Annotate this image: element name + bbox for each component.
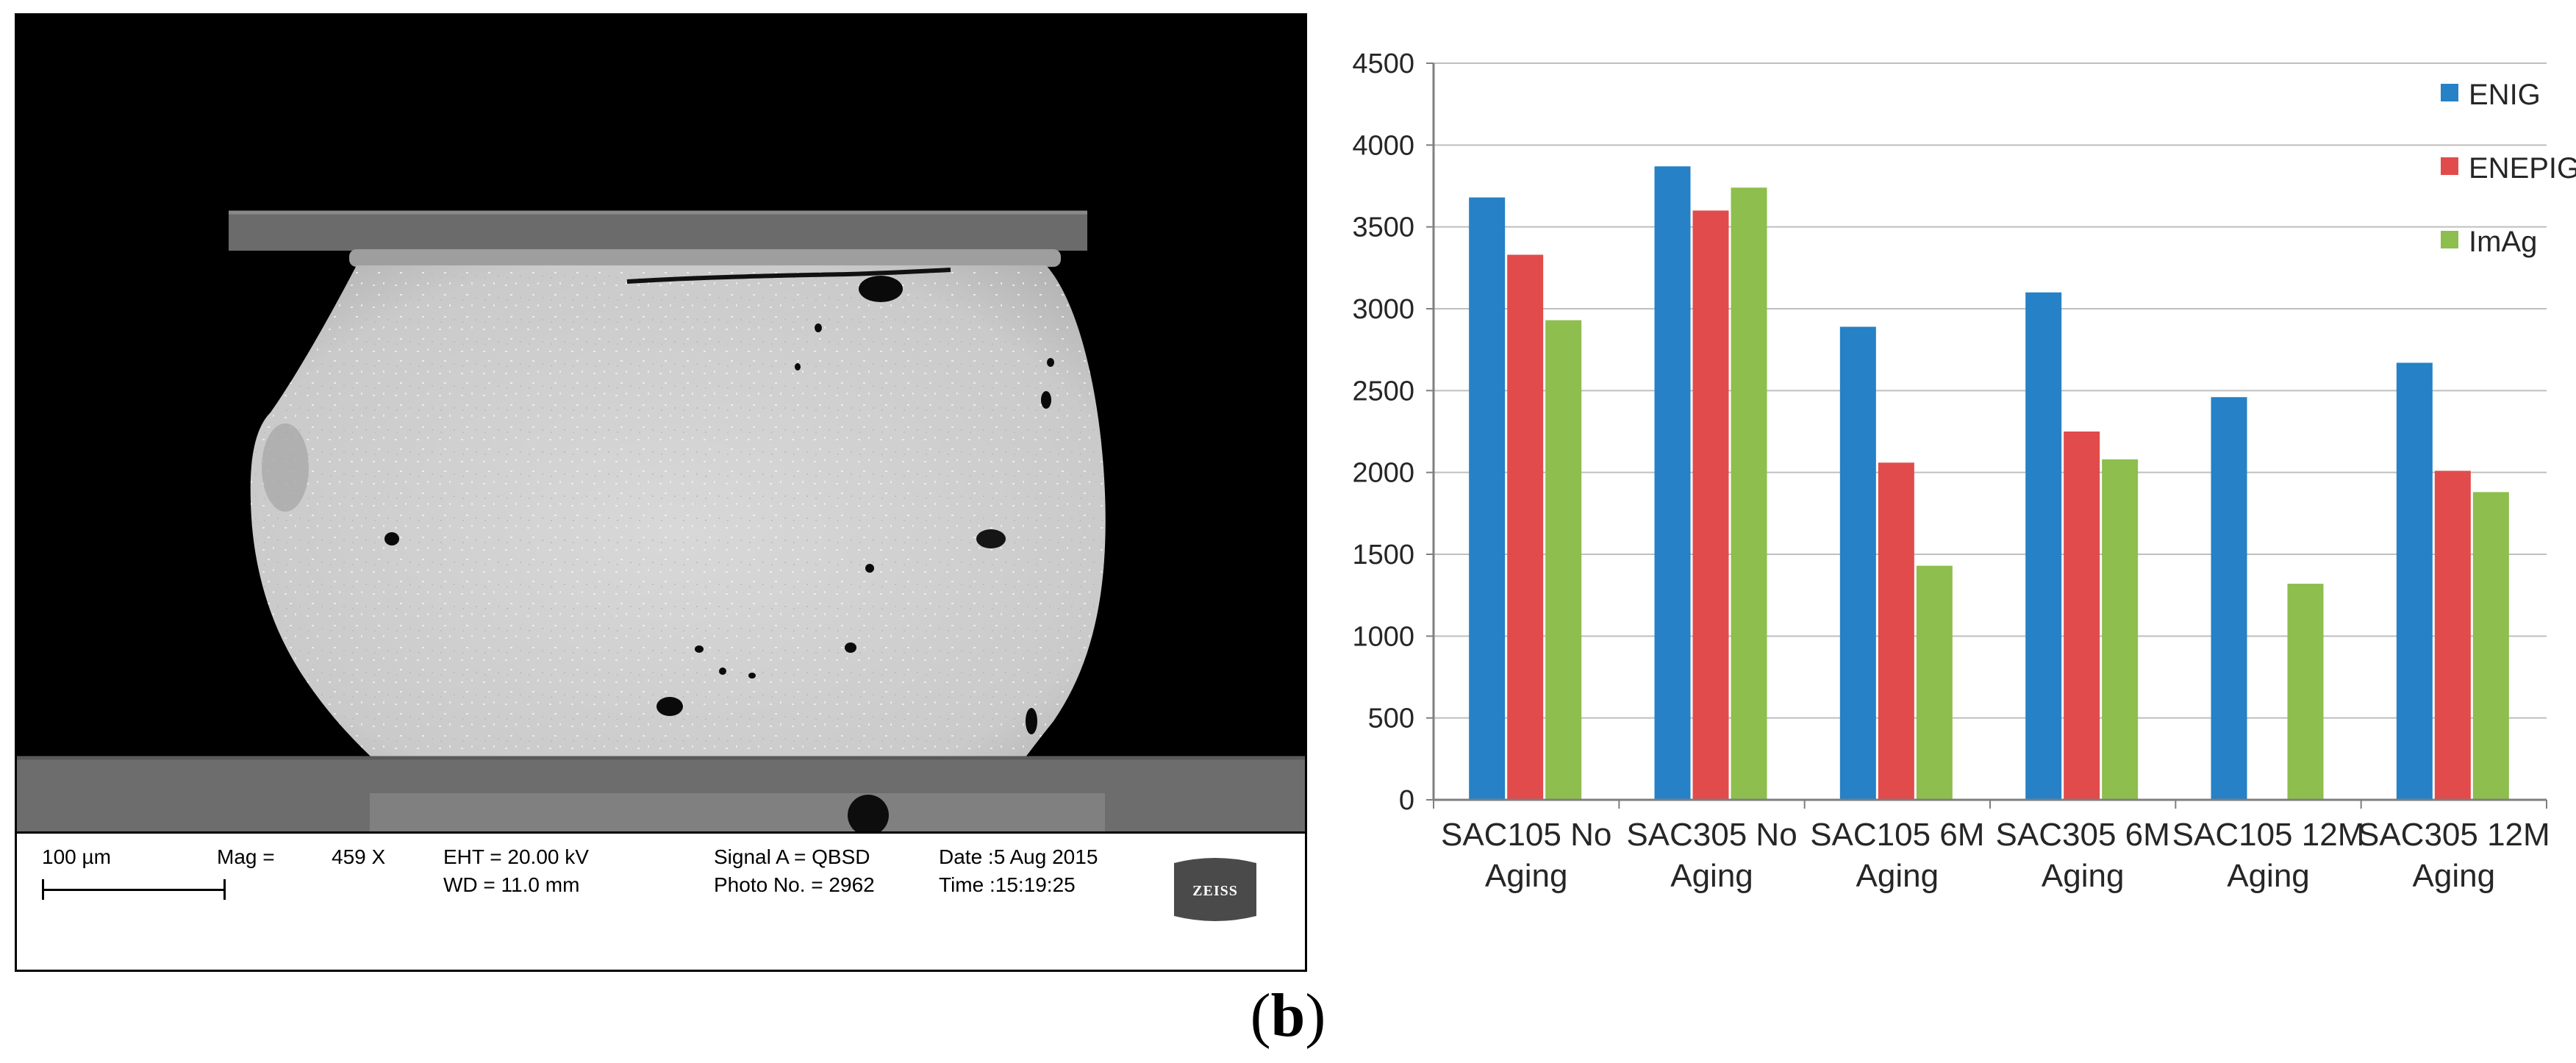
x-tick-label: SAC305 12M Aging (2358, 817, 2550, 894)
particle (848, 795, 889, 831)
legend-swatch-enig (2441, 84, 2458, 101)
zeiss-logo: ZEISS (1174, 858, 1256, 921)
bar-enig (2211, 397, 2247, 800)
x-tick-label-line: SAC105 No (1441, 817, 1611, 853)
bar-enepig (1692, 210, 1729, 800)
x-tick-label-line: SAC305 12M (2358, 817, 2550, 853)
void (695, 645, 704, 653)
void (845, 643, 856, 653)
x-tick-label-line: Aging (1670, 858, 1753, 894)
bar-enig (2025, 292, 2062, 800)
legend-label: ImAg (2469, 226, 2537, 258)
y-tick-label: 1000 (1352, 621, 1414, 652)
void (656, 697, 683, 716)
bar-imag (1731, 187, 1767, 800)
void (865, 564, 874, 573)
x-tick-label-line: SAC105 6M (1810, 817, 1984, 853)
signal-value: Signal A = QBSD (714, 845, 870, 868)
void (976, 529, 1006, 548)
date-value: Date :5 Aug 2015 (939, 845, 1098, 868)
void (815, 323, 822, 332)
bar-enepig (1507, 254, 1544, 800)
void (384, 532, 399, 545)
figure-label: (b) (0, 981, 2576, 1050)
y-tick-label: 2500 (1352, 376, 1414, 407)
scale-bar-label: 100 µm (42, 845, 111, 868)
figure-label-letter: b (1270, 981, 1306, 1050)
top-pad (349, 249, 1061, 267)
void (859, 276, 903, 302)
edge-defect (262, 423, 309, 512)
void (795, 363, 801, 371)
bar-imag (1916, 565, 1953, 800)
bar-enig (1654, 166, 1691, 800)
bar-imag (1545, 320, 1582, 800)
y-tick-label: 3000 (1352, 294, 1414, 325)
void (1041, 391, 1051, 409)
bar-enig (2396, 362, 2433, 801)
mag-value: 459 X (332, 845, 386, 868)
bar-imag (2287, 584, 2324, 800)
bar-enepig (2064, 432, 2100, 800)
bar-imag (2102, 459, 2139, 800)
eht-value: EHT = 20.00 kV (443, 845, 589, 868)
time-value: Time :15:19:25 (939, 873, 1076, 896)
x-tick-label-line: SAC105 12M (2172, 817, 2365, 853)
figure-label-close: ) (1305, 981, 1326, 1050)
x-axis-ticks: SAC105 No Aging SAC305 No Aging SAC105 6M Agi… (1433, 800, 2550, 894)
x-tick-label-line: Aging (2042, 858, 2125, 894)
interface-crack (626, 268, 951, 284)
bar-enig (1839, 326, 1876, 800)
x-tick-label-line: Aging (2413, 858, 2496, 894)
void (1047, 358, 1054, 367)
solder-speckle (250, 265, 1106, 796)
bars (1469, 166, 2509, 801)
bar-enepig (2434, 470, 2471, 800)
x-tick-label: SAC105 No Aging (1441, 817, 1611, 894)
y-tick-label: 1500 (1352, 540, 1414, 570)
legend: ENIG ENEPIG ImAg (2441, 79, 2576, 258)
bottom-pad (370, 793, 1105, 831)
void (719, 667, 726, 675)
x-tick-label: SAC105 12M Aging (2172, 817, 2365, 894)
bar-chart: 0 500 1000 1500 2000 2500 3000 3500 4000 4500 SAC… (1352, 49, 2576, 894)
x-tick-label-line: Aging (2227, 858, 2310, 894)
bar-enepig (1878, 462, 1914, 800)
legend-label: ENEPIG (2469, 152, 2576, 185)
sem-databar: 100 µm Mag = 459 X EHT = 20.00 kV WD = 1… (17, 831, 1305, 970)
zeiss-logo-text: ZEISS (1192, 883, 1238, 899)
mag-label: Mag = (217, 845, 275, 868)
x-tick-label: SAC305 6M Aging (1996, 817, 2170, 894)
bar-enig (1469, 197, 1506, 800)
y-tick-label: 4500 (1352, 49, 1414, 79)
x-tick-label: SAC105 6M Aging (1810, 817, 1984, 894)
sem-micrograph-panel: 100 µm Mag = 459 X EHT = 20.00 kV WD = 1… (15, 13, 1307, 972)
legend-label: ENIG (2469, 79, 2541, 111)
photo-number: Photo No. = 2962 (714, 873, 875, 896)
figure-label-open: ( (1250, 981, 1271, 1050)
sem-micrograph-image (17, 15, 1305, 831)
y-tick-label: 2000 (1352, 458, 1414, 489)
x-tick-label: SAC305 No Aging (1626, 817, 1797, 894)
top-substrate (229, 212, 1087, 251)
void (1026, 708, 1037, 734)
x-tick-label-line: SAC305 No (1626, 817, 1797, 853)
legend-swatch-enepig (2441, 157, 2458, 175)
void (748, 673, 756, 679)
bar-imag (2472, 492, 2509, 800)
y-tick-label: 0 (1399, 785, 1414, 816)
y-axis-ticks: 0 500 1000 1500 2000 2500 3000 3500 4000 4500 (1352, 49, 1434, 816)
y-tick-label: 4000 (1352, 130, 1414, 161)
wd-value: WD = 11.0 mm (443, 873, 580, 896)
legend-swatch-imag (2441, 231, 2458, 248)
grid-lines (1434, 62, 2547, 719)
x-tick-label-line: Aging (1485, 858, 1568, 894)
x-tick-label-line: SAC305 6M (1996, 817, 2170, 853)
x-tick-label-line: Aging (1856, 858, 1939, 894)
y-tick-label: 500 (1368, 704, 1414, 734)
scale-bar (42, 879, 226, 900)
y-tick-label: 3500 (1352, 212, 1414, 243)
